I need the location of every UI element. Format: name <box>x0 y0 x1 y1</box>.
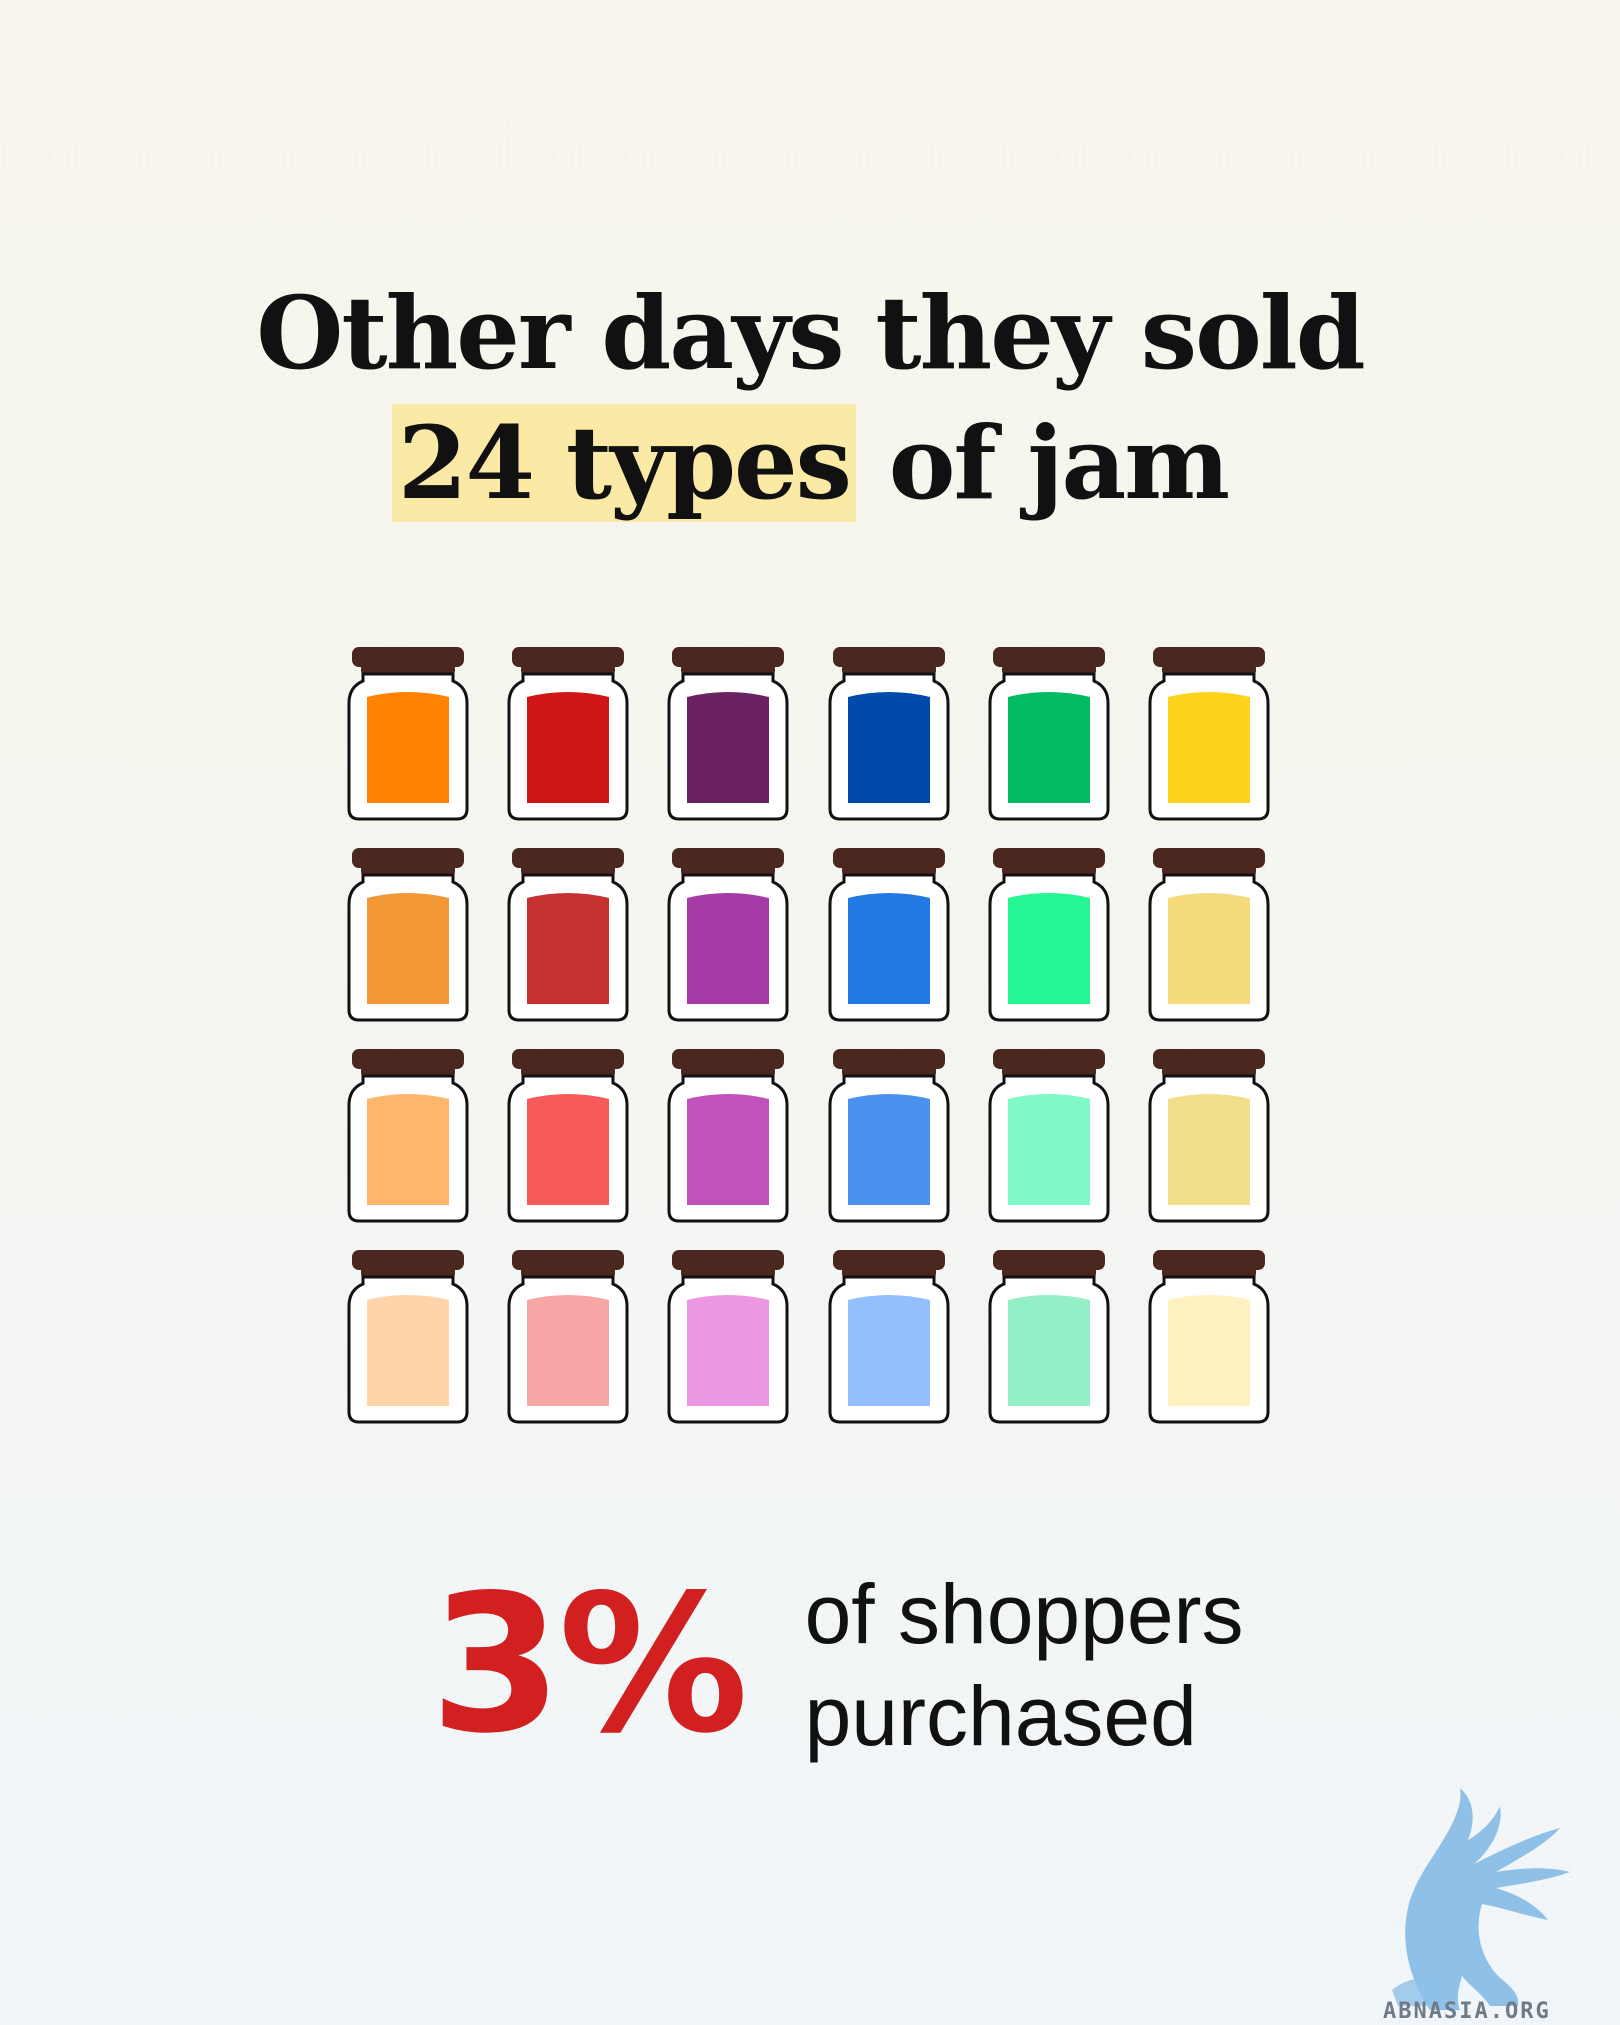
jam-jar <box>828 848 950 1022</box>
headline-highlight: 24 types <box>391 404 856 522</box>
jam-jar <box>988 848 1110 1022</box>
jam-jar <box>667 1049 789 1223</box>
jam-jar <box>988 1049 1110 1223</box>
jam-jar <box>667 647 789 821</box>
headline-line-1: Other days they sold <box>256 274 1365 392</box>
jam-jar <box>347 647 469 821</box>
stat-caption-line-1: of shoppers <box>804 1567 1244 1661</box>
jam-jar <box>988 1250 1110 1424</box>
jam-jar <box>1148 1049 1270 1223</box>
jam-jar <box>828 647 950 821</box>
jam-jar <box>828 1250 950 1424</box>
stat-caption: of shoppers purchased <box>805 1563 1244 1767</box>
headline: Other days they sold 24 types of jam <box>0 268 1620 528</box>
jam-jar <box>1148 848 1270 1022</box>
headline-line-2: 24 types of jam <box>0 398 1620 528</box>
jar-grid <box>347 647 1270 1424</box>
griffin-icon <box>1392 1788 1570 2010</box>
jam-jar <box>1148 647 1270 821</box>
logo-text: ABNASIA.ORG <box>1383 1999 1551 2024</box>
jam-jar <box>828 1049 950 1223</box>
stat-percentage: 3% <box>430 1554 749 1775</box>
jam-jar <box>507 1250 629 1424</box>
stat-block: 3% of shoppers purchased <box>430 1560 1244 1770</box>
jam-jar <box>667 848 789 1022</box>
jam-jar <box>1148 1250 1270 1424</box>
jam-jar <box>507 1049 629 1223</box>
jam-jar <box>347 848 469 1022</box>
jam-jar <box>507 848 629 1022</box>
jam-jar <box>507 647 629 821</box>
jam-jar <box>988 647 1110 821</box>
jam-jar <box>347 1049 469 1223</box>
jam-jar <box>347 1250 469 1424</box>
stat-caption-line-2: purchased <box>804 1669 1197 1763</box>
headline-line-2-rest: of jam <box>855 404 1230 522</box>
jam-jar <box>667 1250 789 1424</box>
